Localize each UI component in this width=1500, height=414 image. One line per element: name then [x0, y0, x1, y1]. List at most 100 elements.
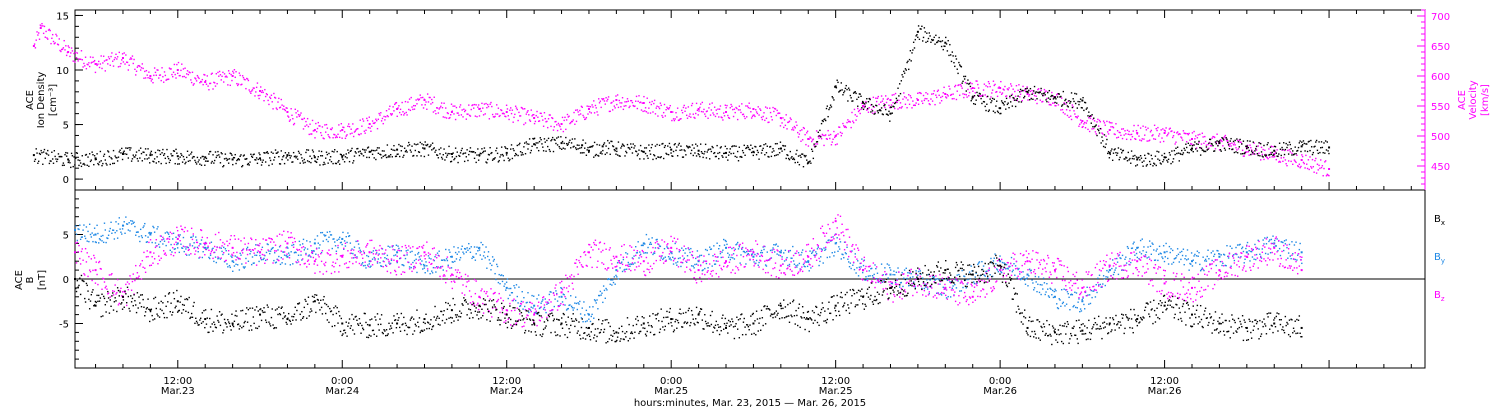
by-series-sample	[314, 239, 315, 240]
density-series-sample	[870, 111, 871, 112]
density-series-sample	[400, 145, 401, 146]
velocity-series-sample	[100, 55, 101, 56]
density-series-sample	[701, 151, 702, 152]
density-series-sample	[466, 149, 467, 150]
density-series-sample	[53, 163, 54, 164]
velocity-series-sample	[750, 111, 751, 112]
velocity-series-sample	[1289, 149, 1290, 150]
by-series-sample	[999, 255, 1000, 256]
density-series-sample	[679, 143, 680, 144]
by-series-sample	[247, 247, 248, 248]
by-series-sample	[1029, 269, 1030, 270]
velocity-series-sample	[383, 116, 384, 117]
density-series-sample	[1022, 90, 1023, 91]
velocity-series-sample	[1088, 117, 1089, 118]
velocity-series-sample	[364, 132, 365, 133]
density-series-sample	[1091, 114, 1092, 115]
velocity-series-sample	[892, 94, 893, 95]
density-series-sample	[380, 154, 381, 155]
by-series-sample	[367, 264, 368, 265]
density-series-sample	[1269, 154, 1270, 155]
density-series-sample	[1192, 145, 1193, 146]
by-series-sample	[766, 265, 767, 266]
velocity-series-sample	[1202, 136, 1203, 137]
density-series-sample	[114, 163, 115, 164]
density-series-sample	[1194, 141, 1195, 142]
velocity-series-sample	[372, 120, 373, 121]
velocity-series-sample	[994, 84, 995, 85]
density-series-sample	[358, 151, 359, 152]
velocity-series-sample	[1068, 117, 1069, 118]
velocity-series-sample	[314, 137, 315, 138]
velocity-series-sample	[1240, 142, 1241, 143]
by-series-sample	[1068, 293, 1069, 294]
velocity-series-sample	[491, 106, 492, 107]
by-series-sample	[825, 248, 826, 249]
by-series-sample	[1045, 294, 1046, 295]
density-series-sample	[160, 154, 161, 155]
velocity-series-sample	[110, 65, 111, 66]
velocity-series-sample	[1029, 94, 1030, 95]
density-series-sample	[1013, 98, 1014, 99]
velocity-series-sample	[1326, 175, 1327, 176]
by-series-sample	[1170, 252, 1171, 253]
by-series-sample	[1008, 268, 1009, 269]
density-series-sample	[521, 154, 522, 155]
velocity-series-sample	[241, 84, 242, 85]
by-series-sample	[144, 223, 145, 224]
by-series-sample	[524, 306, 525, 307]
by-series-sample	[1217, 250, 1218, 251]
velocity-series-sample	[646, 111, 647, 112]
by-series-sample	[549, 294, 550, 295]
density-series-sample	[1224, 148, 1225, 149]
density-series-sample	[511, 144, 512, 145]
velocity-series-sample	[1154, 125, 1155, 126]
by-series-point	[1054, 296, 1056, 298]
by-series-sample	[660, 246, 661, 247]
by-series-sample	[333, 238, 334, 239]
by-series-sample	[179, 234, 180, 235]
by-series-sample	[515, 300, 516, 301]
by-series-sample	[1130, 262, 1131, 263]
velocity-series-sample	[102, 62, 103, 63]
velocity-series-sample	[113, 65, 114, 66]
velocity-series-sample	[473, 107, 474, 108]
density-series-sample	[633, 147, 634, 148]
velocity-series-sample	[220, 74, 221, 75]
by-series-sample	[1066, 303, 1067, 304]
by-series-sample	[691, 265, 692, 266]
by-series-sample	[1027, 285, 1028, 286]
density-series-sample	[445, 153, 446, 154]
velocity-series-point	[122, 57, 124, 59]
velocity-series-sample	[371, 126, 372, 127]
velocity-series-sample	[719, 108, 720, 109]
density-series-sample	[474, 158, 475, 159]
density-series-sample	[539, 141, 540, 142]
density-series-sample	[1078, 104, 1079, 105]
density-series-sample	[235, 163, 236, 164]
by-series-sample	[781, 250, 782, 251]
velocity-series-sample	[139, 66, 140, 67]
by-series-sample	[1221, 254, 1222, 255]
velocity-series-sample	[1104, 122, 1105, 123]
velocity-series-sample	[625, 105, 626, 106]
velocity-series-sample	[1153, 138, 1154, 139]
velocity-series-sample	[1310, 166, 1311, 167]
velocity-series-sample	[825, 134, 826, 135]
velocity-series-sample	[1286, 165, 1287, 166]
density-series-sample	[568, 142, 569, 143]
by-series-sample	[954, 284, 955, 285]
velocity-series-sample	[245, 88, 246, 89]
velocity-series-sample	[40, 25, 41, 26]
velocity-series-sample	[999, 92, 1000, 93]
velocity-series-sample	[324, 124, 325, 125]
density-series-sample	[188, 154, 189, 155]
by-series-sample	[684, 258, 685, 259]
velocity-series-sample	[714, 107, 715, 108]
by-series-sample	[1134, 255, 1135, 256]
density-series-sample	[1319, 152, 1320, 153]
density-series-sample	[1225, 137, 1226, 138]
by-series-sample	[577, 302, 578, 303]
by-series-sample	[284, 254, 285, 255]
by-series-sample	[398, 248, 399, 249]
